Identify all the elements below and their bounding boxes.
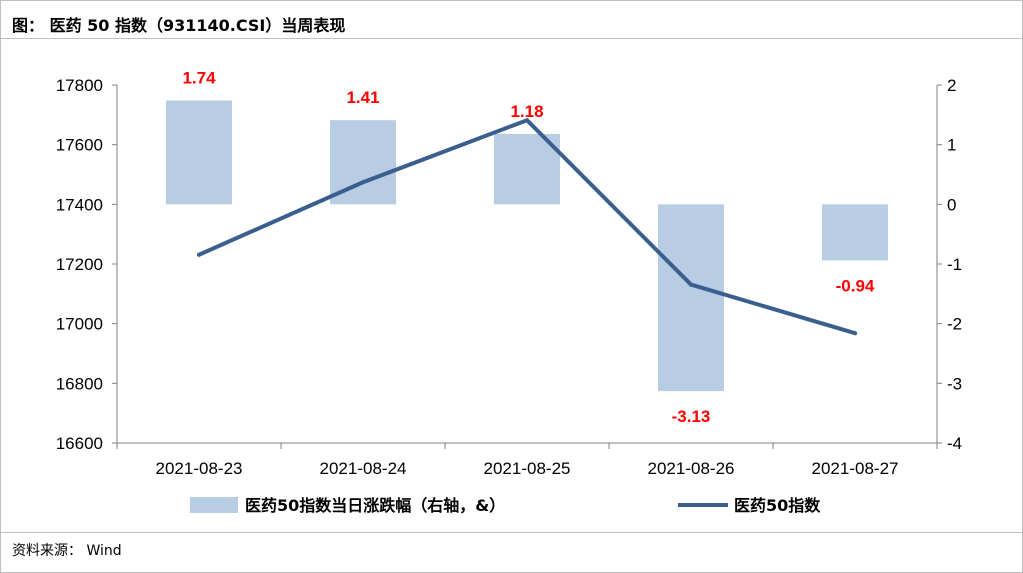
right-tick-label: 2 — [947, 76, 956, 95]
line-point — [525, 118, 529, 123]
left-tick-label: 17800 — [56, 76, 103, 95]
bar-data-label: -0.94 — [836, 276, 875, 295]
legend: 医药50指数当日涨跌幅（右轴，&） 医药50指数 — [190, 496, 821, 515]
data-labels: 1.74 1.41 1.18 -3.13 -0.94 — [182, 69, 874, 427]
line-point — [197, 252, 201, 257]
x-tick-label: 2021-08-27 — [812, 459, 899, 478]
bar-data-label: 1.41 — [346, 88, 379, 107]
axes: 16600 16800 17000 17200 17400 17600 17800 -4 -3 -… — [56, 76, 962, 478]
bar — [166, 100, 232, 205]
x-tick-label: 2021-08-26 — [648, 459, 735, 478]
right-tick-label: -2 — [947, 315, 962, 334]
x-tick-label: 2021-08-25 — [484, 459, 571, 478]
right-tick-label: 1 — [947, 136, 956, 155]
legend-bar-label: 医药50指数当日涨跌幅（右轴，&） — [245, 496, 505, 515]
bar — [494, 133, 560, 205]
left-tick-label: 17600 — [56, 136, 103, 155]
left-tick-label: 16600 — [56, 434, 103, 453]
right-tick-label: 0 — [947, 195, 956, 214]
x-tick-label: 2021-08-24 — [320, 459, 407, 478]
legend-line-label: 医药50指数 — [734, 496, 821, 515]
x-tick-label: 2021-08-23 — [156, 459, 243, 478]
chart-title: 图： 医药 50 指数（931140.CSI）当周表现 — [12, 16, 346, 35]
left-tick-label: 17400 — [56, 195, 103, 214]
right-tick-label: -3 — [947, 374, 962, 393]
legend-bar-swatch — [190, 497, 238, 513]
line-point — [853, 331, 857, 336]
right-tick-label: -1 — [947, 255, 962, 274]
combo-chart: 16600 16800 17000 17200 17400 17600 17800 -4 -3 -… — [56, 69, 962, 515]
line-point — [361, 180, 365, 185]
bar-series — [166, 100, 888, 392]
bar-data-label: 1.74 — [182, 69, 216, 88]
left-tick-label: 16800 — [56, 374, 103, 393]
bar — [822, 204, 888, 261]
title-divider — [0, 38, 1023, 39]
bar — [658, 204, 724, 392]
source-note: 资料来源： Wind — [12, 543, 122, 559]
line-series — [197, 118, 857, 336]
footer-divider — [0, 532, 1023, 533]
left-tick-label: 17000 — [56, 315, 103, 334]
right-tick-label: -4 — [947, 434, 962, 453]
line-point — [689, 282, 693, 287]
left-tick-label: 17200 — [56, 255, 103, 274]
bar-data-label: -3.13 — [672, 407, 711, 426]
bar-data-label: 1.18 — [510, 102, 543, 121]
